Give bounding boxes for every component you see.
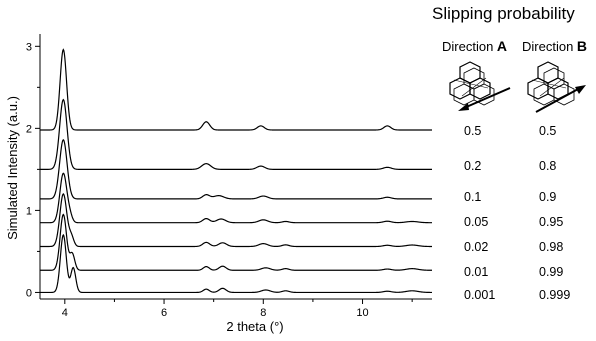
x-axis-label: 2 theta (°) bbox=[226, 319, 283, 334]
x-tick-label: 8 bbox=[260, 307, 266, 319]
direction-b-letter: B bbox=[576, 38, 588, 54]
probability-b-value: 0.95 bbox=[539, 215, 564, 229]
probability-a-value: 0.001 bbox=[464, 288, 496, 302]
y-tick-label: 2 bbox=[26, 123, 32, 135]
direction-b-prefix: Direction bbox=[522, 39, 577, 54]
series-line-2 bbox=[40, 213, 432, 271]
y-tick-label: 1 bbox=[26, 205, 32, 217]
probability-b-value: 0.5 bbox=[539, 124, 557, 138]
probability-b-value: 0.999 bbox=[539, 288, 571, 302]
probability-b-value: 0.8 bbox=[539, 159, 557, 173]
direction-a-letter: A bbox=[496, 38, 508, 54]
series-line-1 bbox=[40, 233, 432, 294]
molecule-slip-a-icon bbox=[449, 61, 511, 111]
probability-a-value: 0.02 bbox=[464, 240, 489, 254]
chart-series bbox=[40, 48, 433, 294]
x-tick-label: 10 bbox=[356, 307, 368, 319]
direction-a-header: Direction A bbox=[442, 38, 507, 54]
probability-a-value: 0.2 bbox=[464, 159, 482, 173]
y-tick-label: 3 bbox=[26, 41, 32, 53]
panel-title: Slipping probability bbox=[432, 4, 575, 23]
series-line-3 bbox=[40, 193, 433, 248]
y-axis-label: Simulated Intensity (a.u.) bbox=[5, 96, 20, 240]
x-tick-label: 4 bbox=[62, 307, 68, 319]
probability-a-value: 0.1 bbox=[464, 190, 482, 204]
probability-a-value: 0.01 bbox=[464, 265, 489, 279]
direction-b-header: Direction B bbox=[522, 38, 587, 54]
probability-b-value: 0.99 bbox=[539, 265, 564, 279]
series-line-6 bbox=[40, 98, 432, 170]
probability-b-value: 0.98 bbox=[539, 240, 564, 254]
series-line-7 bbox=[40, 48, 432, 131]
probability-a-value: 0.5 bbox=[464, 124, 482, 138]
molecule-slip-b-icon bbox=[527, 61, 586, 113]
direction-a-prefix: Direction bbox=[442, 39, 497, 54]
y-tick-label: 0 bbox=[26, 287, 32, 299]
probability-b-value: 0.9 bbox=[539, 190, 557, 204]
probability-a-value: 0.05 bbox=[464, 215, 489, 229]
series-line-4 bbox=[40, 172, 432, 224]
series-line-5 bbox=[40, 138, 432, 200]
chart-axes: 4 6 8 10 0 1 2 3 bbox=[26, 34, 432, 319]
x-tick-label: 6 bbox=[161, 307, 167, 319]
